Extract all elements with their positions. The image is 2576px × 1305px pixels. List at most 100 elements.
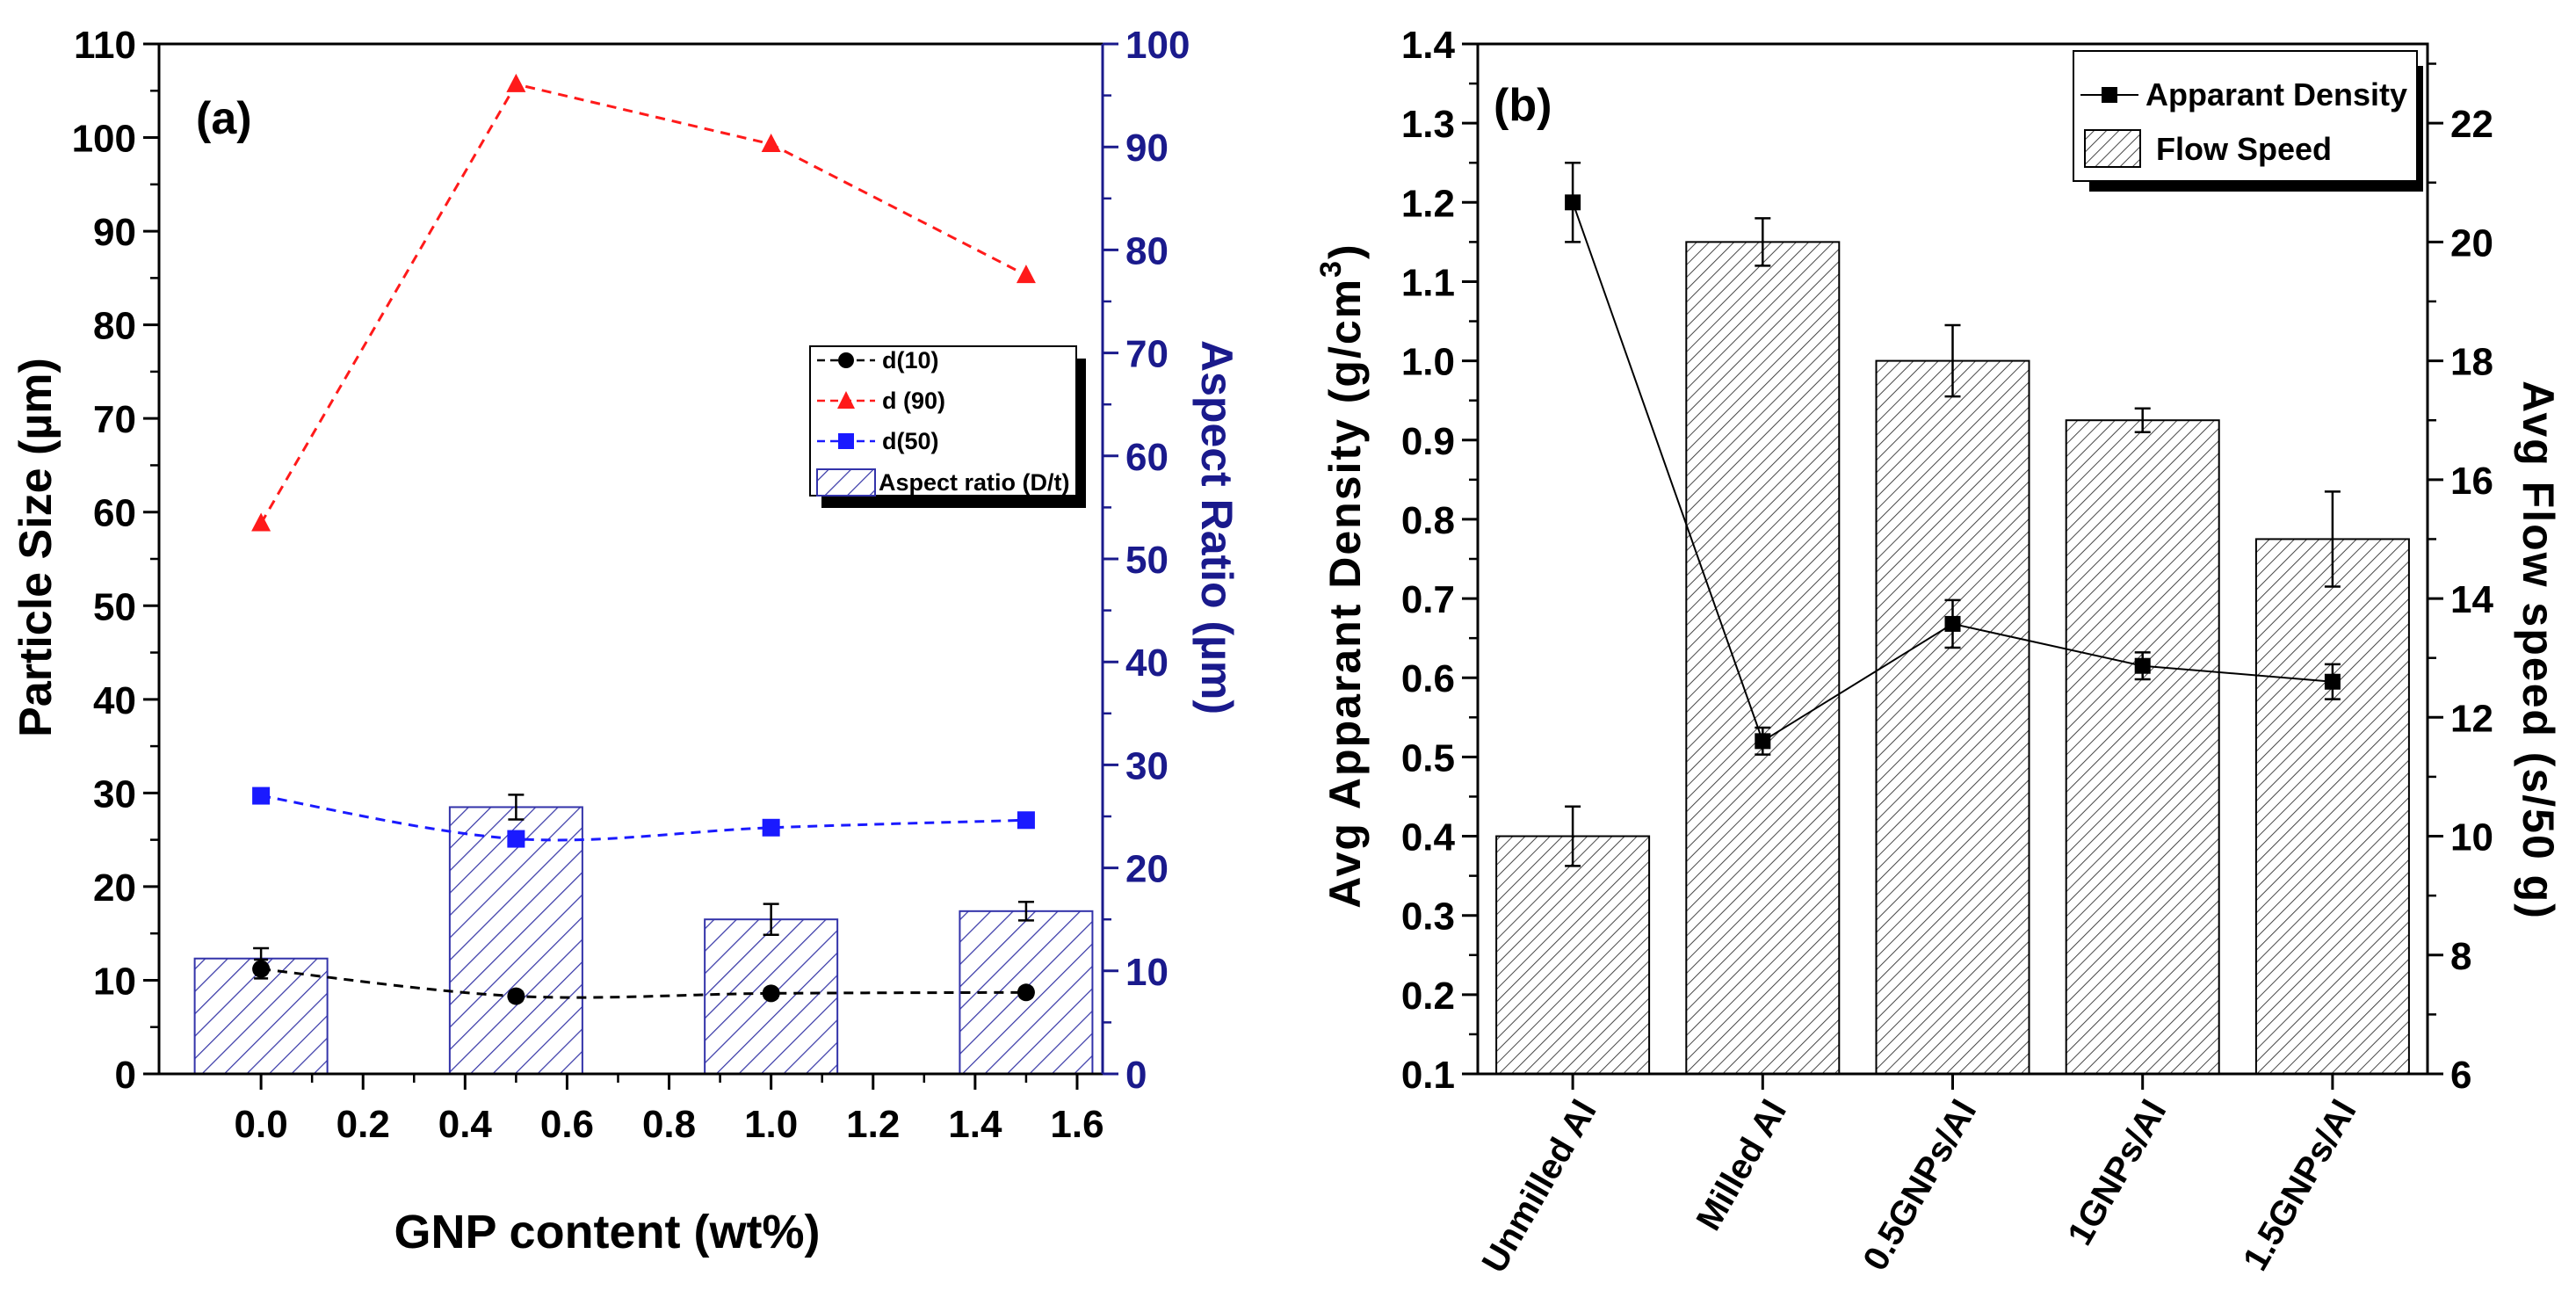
panel-a-left-tick-label-3: 30 — [93, 772, 136, 816]
legend-entry-d50: d(50) — [817, 428, 939, 454]
flow-speed-bar-4 — [2254, 538, 2410, 1075]
panel-a-left-tick-label-8: 80 — [93, 305, 136, 348]
panel-b-left-tick-label-4: 0.5 — [1401, 736, 1455, 779]
panel-a-left-tick-label-2: 20 — [93, 866, 136, 910]
panel-b-left-tick-label-12: 1.3 — [1401, 103, 1455, 146]
apparent-density-point-3 — [2134, 657, 2151, 674]
legend-label-d10: d(10) — [882, 347, 939, 373]
legend-label-flow-speed: Flow Speed — [2156, 131, 2332, 167]
panel-a-left-tick-label-6: 60 — [93, 492, 136, 535]
panel-a-label: (a) — [196, 93, 252, 144]
flow-speed-errorbar-0 — [1565, 805, 1581, 867]
flow-speed-errorbar-4 — [2324, 490, 2341, 588]
apparent-density-point-4 — [2324, 673, 2341, 690]
panel-b-category-label-1: Milled Al — [1690, 1094, 1795, 1237]
panel-a-x-tick-label-5: 1.0 — [744, 1103, 798, 1146]
panel-a-right-tick-label-4: 40 — [1125, 642, 1169, 685]
panel-a-right-tick-label-6: 60 — [1125, 436, 1169, 479]
legend-label-d90: d (90) — [882, 388, 945, 414]
series-2-point-2 — [762, 818, 780, 837]
series-line-1 — [259, 83, 1027, 525]
panel-a-right-axis-title: Aspect Ratio (µm) — [1192, 340, 1241, 714]
panel-b-category-label-4: 1.5GNPs/Al — [2236, 1094, 2364, 1278]
panel-b-right-tick-label-2: 10 — [2450, 816, 2493, 859]
aspect-ratio-errorbar-1 — [508, 794, 525, 821]
flow-speed-bar-2 — [1875, 359, 2030, 1075]
panel-b-left-axis-title-end: ) — [1321, 243, 1370, 259]
panel-b-left-tick-label-8: 0.9 — [1401, 420, 1455, 463]
panel-a-x-tick-label-0: 0.0 — [235, 1103, 288, 1146]
series-2-point-0 — [252, 787, 271, 805]
panel-b-left-tick-label-7: 0.8 — [1401, 499, 1455, 542]
panel-a-x-tick-label-6: 1.2 — [846, 1103, 900, 1146]
series-0-point-3 — [1017, 983, 1035, 1002]
panel-a-left-tick-label-0: 0 — [115, 1054, 136, 1097]
panel-a-right-tick-label-0: 0 — [1125, 1054, 1147, 1097]
legend-entry-d90: d (90) — [817, 388, 945, 414]
panel-a-x-tick-label-4: 0.8 — [642, 1103, 696, 1146]
panel-b-left-tick-label-2: 0.3 — [1401, 895, 1455, 939]
panel-a-left-tick-label-10: 100 — [72, 118, 136, 161]
panel-b-left-tick-label-6: 0.7 — [1401, 578, 1455, 621]
series-2-point-3 — [1017, 811, 1035, 830]
panel-a-left-tick-label-11: 110 — [74, 24, 136, 67]
legend-entry-apparent-density: Apparant Density — [2080, 76, 2407, 112]
panel-b-left-tick-label-5: 0.6 — [1401, 657, 1455, 700]
series-1-point-0 — [251, 512, 271, 532]
panel-b-category-label-2: 0.5GNPs/Al — [1856, 1094, 1984, 1278]
panel-b-left-axis-title-sup: 3 — [1314, 259, 1348, 278]
panel-a-right-tick-label-10: 100 — [1125, 24, 1190, 67]
panel-a-right-tick-label-8: 80 — [1125, 229, 1169, 272]
panel-a-x-tick-label-8: 1.6 — [1050, 1103, 1103, 1146]
legend-label-d50: d(50) — [882, 428, 939, 454]
panel-a: 0.0 0.2 0.4 0.6 0.8 1.0 1.2 1.4 1.6 0 10 20 30 40 50 60… — [11, 24, 1241, 1258]
panel-a-right-tick-label-2: 20 — [1125, 848, 1169, 891]
series-0-point-2 — [762, 984, 780, 1003]
panel-a-right-tick-label-7: 70 — [1125, 333, 1169, 376]
panel-b-right-tick-label-0: 6 — [2450, 1054, 2471, 1097]
panel-b-left-tick-label-11: 1.2 — [1401, 182, 1455, 225]
panel-a-right-tick-label-3: 30 — [1125, 744, 1169, 787]
panel-b-right-tick-label-3: 12 — [2450, 697, 2493, 740]
series-line-2 — [260, 794, 1026, 842]
panel-a-x-tick-label-3: 0.6 — [540, 1103, 594, 1146]
panel-b-right-tick-label-8: 22 — [2450, 103, 2493, 146]
panel-b-right-tick-label-5: 16 — [2450, 460, 2493, 503]
flow-speed-bar-1 — [1685, 241, 1841, 1076]
series-0-point-1 — [507, 987, 525, 1005]
flow-speed-errorbar-1 — [1755, 217, 1771, 267]
panel-b-legend: Apparant Density Flow Speed — [2073, 50, 2423, 192]
panel-a-left-tick-label-1: 10 — [93, 960, 136, 1003]
flow-speed-bar-3 — [2065, 419, 2220, 1075]
aspect-ratio-errorbar-2 — [763, 903, 779, 937]
legend-label-apparent-density: Apparant Density — [2145, 76, 2407, 112]
flow-speed-bar-0 — [1495, 835, 1651, 1075]
panel-b-left-tick-label-3: 0.4 — [1401, 816, 1456, 859]
series-2-point-1 — [507, 830, 525, 848]
panel-a-legend: d(10) d (90) d(50) Aspect ratio (D/t) — [809, 345, 1086, 508]
panel-a-x-tick-label-2: 0.4 — [438, 1103, 493, 1146]
panel-a-left-tick-label-5: 50 — [93, 585, 136, 628]
flow-speed-errorbar-3 — [2134, 407, 2151, 433]
panel-b-right-tick-label-1: 8 — [2450, 935, 2471, 978]
panel-a-right-tick-label-1: 10 — [1125, 951, 1169, 994]
panel-b-right-tick-label-4: 14 — [2450, 578, 2493, 621]
panel-b-category-label-0: Unmilled Al — [1475, 1094, 1604, 1280]
panel-b: Unmilled Al Milled Al 0.5GNPs/Al 1GNPs/Al 1.… — [1314, 24, 2563, 1280]
apparent-density-point-2 — [1944, 615, 1961, 632]
panel-b-left-tick-label-1: 0.2 — [1401, 975, 1455, 1018]
panel-b-left-axis-title: Avg Apparant Density (g/cm3) — [1314, 243, 1370, 908]
panel-b-left-tick-label-10: 1.1 — [1401, 261, 1455, 304]
aspect-ratio-errorbar-3 — [1017, 901, 1034, 922]
series-0-point-0 — [252, 960, 271, 978]
panel-a-left-tick-label-7: 70 — [93, 398, 136, 441]
series-1-point-1 — [506, 73, 526, 92]
panel-a-left-tick-label-9: 90 — [93, 211, 136, 254]
panel-a-x-axis-title: GNP content (wt%) — [394, 1206, 821, 1258]
panel-b-label: (b) — [1494, 80, 1552, 131]
panel-a-right-tick-label-5: 50 — [1125, 539, 1169, 582]
panel-b-right-axis-title: Avg Flow speed (s/50 g) — [2514, 381, 2563, 920]
panel-a-right-tick-label-9: 90 — [1125, 127, 1169, 170]
series-line-0 — [260, 968, 1026, 999]
